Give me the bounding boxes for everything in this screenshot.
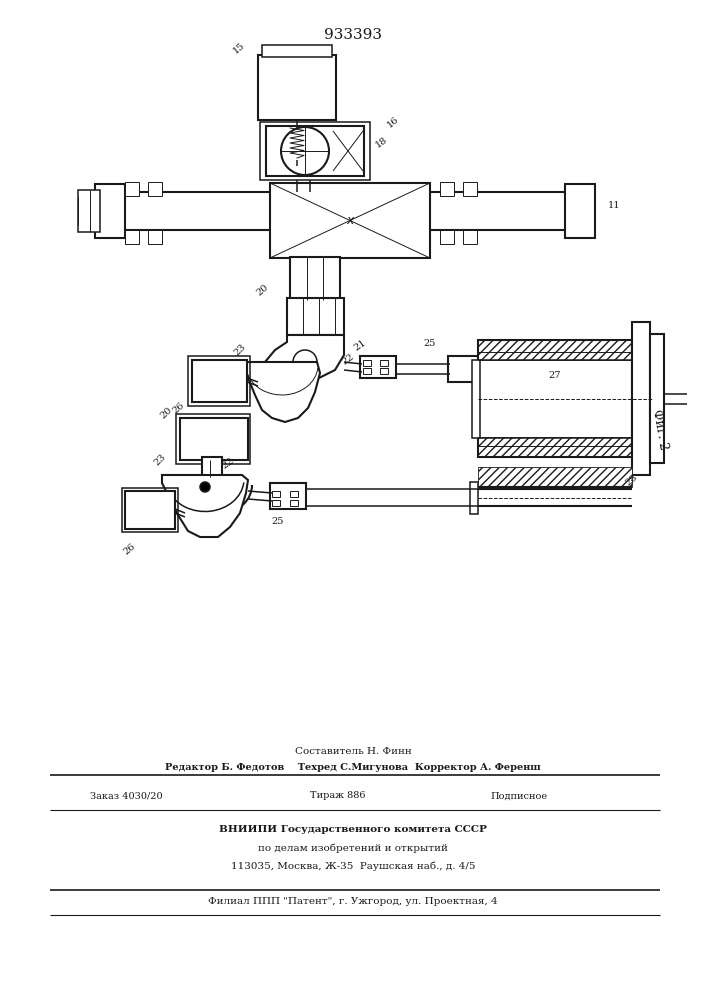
Bar xyxy=(270,483,306,509)
Bar xyxy=(478,467,632,487)
Bar xyxy=(360,356,396,378)
Text: 933393: 933393 xyxy=(324,28,382,42)
Bar xyxy=(270,183,430,258)
Bar xyxy=(472,360,480,438)
Text: 21: 21 xyxy=(352,338,368,352)
Bar xyxy=(290,257,340,300)
Bar xyxy=(260,122,370,180)
Bar xyxy=(188,356,250,406)
Polygon shape xyxy=(162,475,248,537)
Text: 23: 23 xyxy=(233,342,248,358)
Text: Фиг. 2: Фиг. 2 xyxy=(650,409,670,451)
Text: 23: 23 xyxy=(153,452,168,468)
Text: 16: 16 xyxy=(385,115,400,129)
Bar xyxy=(266,126,364,176)
Bar xyxy=(440,230,454,244)
Text: Заказ 4030/20: Заказ 4030/20 xyxy=(90,792,163,800)
Bar xyxy=(262,45,332,57)
Bar xyxy=(380,360,388,366)
Text: Тираж 886: Тираж 886 xyxy=(310,792,366,800)
Text: 20: 20 xyxy=(159,406,174,420)
Text: по делам изобретений и открытий: по делам изобретений и открытий xyxy=(258,843,448,853)
Bar xyxy=(192,360,247,402)
Bar xyxy=(122,488,178,532)
Bar xyxy=(125,491,175,529)
Text: 113035, Москва, Ж-35  Раушская наб., д. 4/5: 113035, Москва, Ж-35 Раушская наб., д. 4… xyxy=(230,861,475,871)
Bar xyxy=(272,491,280,497)
Bar xyxy=(463,230,477,244)
Text: Редактор Б. Федотов    Техред С.Мигунова  Корректор А. Ференш: Редактор Б. Федотов Техред С.Мигунова Ко… xyxy=(165,764,541,772)
Bar xyxy=(463,182,477,196)
Text: 15: 15 xyxy=(232,41,247,55)
Bar xyxy=(565,184,595,238)
Text: 25: 25 xyxy=(423,339,436,348)
Text: 26: 26 xyxy=(122,542,138,556)
Text: 22: 22 xyxy=(220,456,235,470)
Bar xyxy=(148,182,162,196)
Bar xyxy=(148,230,162,244)
Bar xyxy=(650,334,664,463)
Circle shape xyxy=(200,482,210,492)
Text: Филиал ППП "Патент", г. Ужгород, ул. Проектная, 4: Филиал ППП "Патент", г. Ужгород, ул. Про… xyxy=(208,898,498,906)
Bar xyxy=(478,340,632,360)
Text: 27: 27 xyxy=(549,370,561,379)
Bar xyxy=(125,182,139,196)
Circle shape xyxy=(281,127,329,175)
Bar xyxy=(125,230,139,244)
Bar xyxy=(448,356,478,382)
Bar xyxy=(363,360,371,366)
Bar xyxy=(363,368,371,374)
Bar xyxy=(95,184,125,238)
Bar xyxy=(202,457,222,477)
Bar xyxy=(176,414,250,464)
Text: 26: 26 xyxy=(170,401,186,415)
Text: Составитель Н. Финн: Составитель Н. Финн xyxy=(295,748,411,756)
Text: x: x xyxy=(346,215,354,228)
Text: 25: 25 xyxy=(271,517,284,526)
Text: 20: 20 xyxy=(255,283,270,297)
Bar xyxy=(478,437,632,457)
Text: ВНИИПИ Государственного комитета СССР: ВНИИПИ Государственного комитета СССР xyxy=(219,826,487,834)
Text: 28: 28 xyxy=(624,473,640,487)
Text: 18: 18 xyxy=(374,135,390,149)
Bar xyxy=(290,491,298,497)
Bar xyxy=(632,322,650,475)
Polygon shape xyxy=(262,335,344,388)
Text: 11: 11 xyxy=(608,200,621,210)
Polygon shape xyxy=(242,362,320,422)
Bar xyxy=(290,500,298,506)
Bar xyxy=(272,500,280,506)
Bar xyxy=(470,482,478,514)
Bar xyxy=(380,368,388,374)
Circle shape xyxy=(293,350,317,374)
Text: 22: 22 xyxy=(340,352,356,366)
Bar xyxy=(258,55,336,120)
Bar xyxy=(78,190,100,232)
Bar xyxy=(180,418,248,460)
Bar xyxy=(287,298,344,335)
Bar xyxy=(115,192,575,230)
Bar xyxy=(440,182,454,196)
Text: Подписное: Подписное xyxy=(490,792,547,800)
Bar xyxy=(478,340,632,457)
